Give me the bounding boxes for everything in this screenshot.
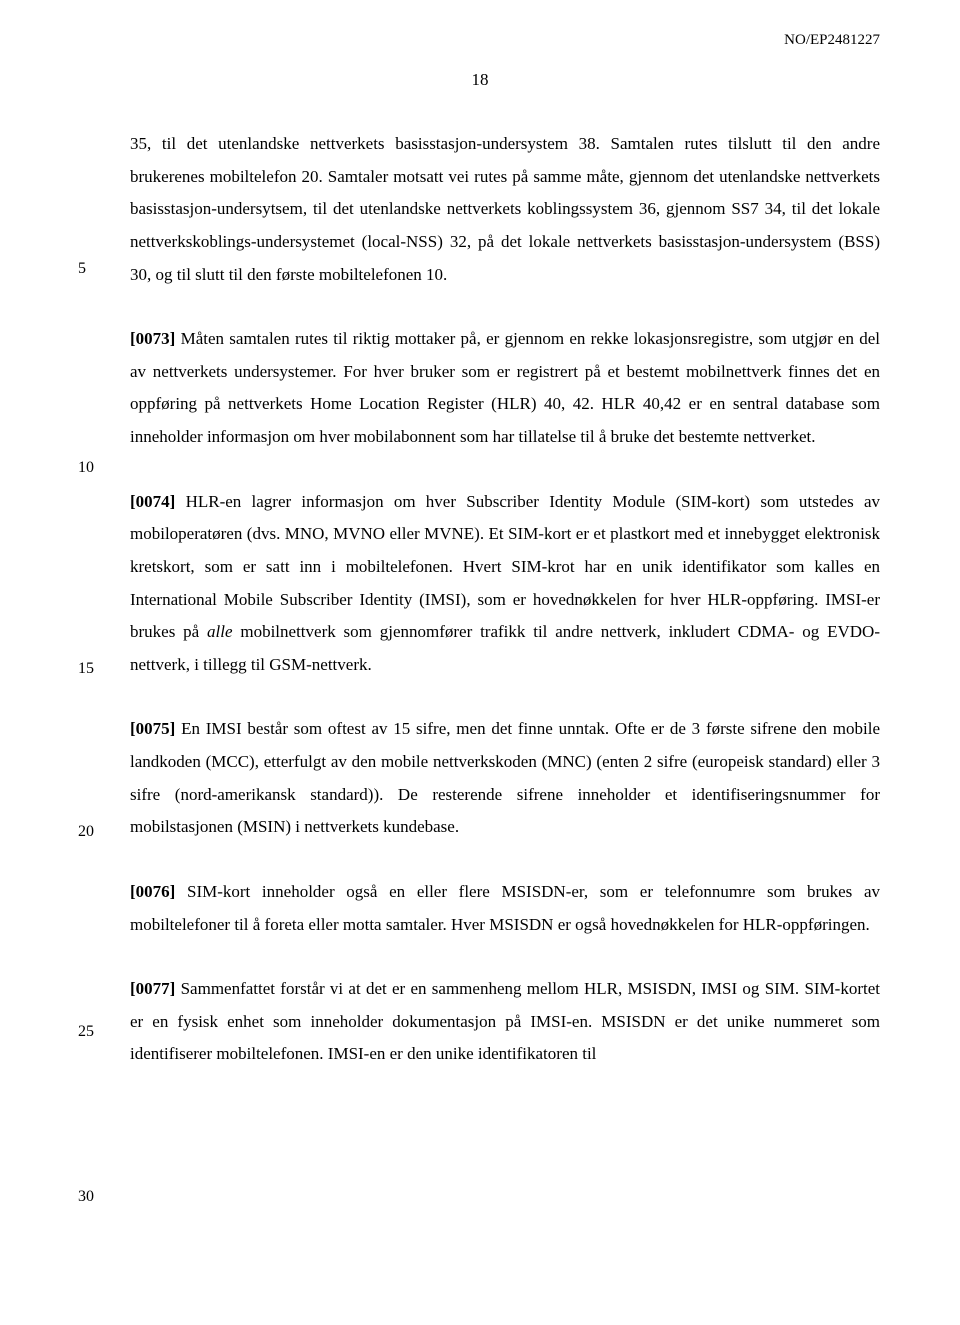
line-number-5: 5 <box>78 260 86 278</box>
paragraph-6-text: Sammenfattet forstår vi at det er en sam… <box>130 979 880 1063</box>
paragraph-5-text: SIM-kort inneholder også en eller flere … <box>130 882 880 934</box>
page-number: 18 <box>472 70 489 90</box>
paragraph-1: 35, til det utenlandske nettverkets basi… <box>130 128 880 291</box>
line-number-25: 25 <box>78 1023 94 1041</box>
paragraph-3-ref: [0074] <box>130 492 175 511</box>
paragraph-1-text: 35, til det utenlandske nettverkets basi… <box>130 134 880 284</box>
paragraph-5-ref: [0076] <box>130 882 175 901</box>
line-number-15: 15 <box>78 660 94 678</box>
paragraph-2: [0073] Måten samtalen rutes til riktig m… <box>130 323 880 454</box>
paragraph-5: [0076] SIM-kort inneholder også en eller… <box>130 876 880 941</box>
paragraph-6-ref: [0077] <box>130 979 175 998</box>
paragraph-6: [0077] Sammenfattet forstår vi at det er… <box>130 973 880 1071</box>
paragraph-3-text2: mobilnettverk som gjennomfører trafikk t… <box>130 622 880 674</box>
line-number-20: 20 <box>78 823 94 841</box>
paragraph-3-text1: HLR-en lagrer informasjon om hver Subscr… <box>130 492 880 642</box>
paragraph-4-ref: [0075] <box>130 719 175 738</box>
paragraph-3: [0074] HLR-en lagrer informasjon om hver… <box>130 486 880 682</box>
paragraph-4: [0075] En IMSI består som oftest av 15 s… <box>130 713 880 844</box>
page-content: 35, til det utenlandske nettverkets basi… <box>130 128 880 1071</box>
paragraph-4-text: En IMSI består som oftest av 15 sifre, m… <box>130 719 880 836</box>
line-number-30: 30 <box>78 1188 94 1206</box>
line-number-10: 10 <box>78 459 94 477</box>
paragraph-2-text: Måten samtalen rutes til riktig mottaker… <box>130 329 880 446</box>
document-id-header: NO/EP2481227 <box>784 32 880 49</box>
paragraph-3-italic: alle <box>207 622 233 641</box>
paragraph-2-ref: [0073] <box>130 329 175 348</box>
